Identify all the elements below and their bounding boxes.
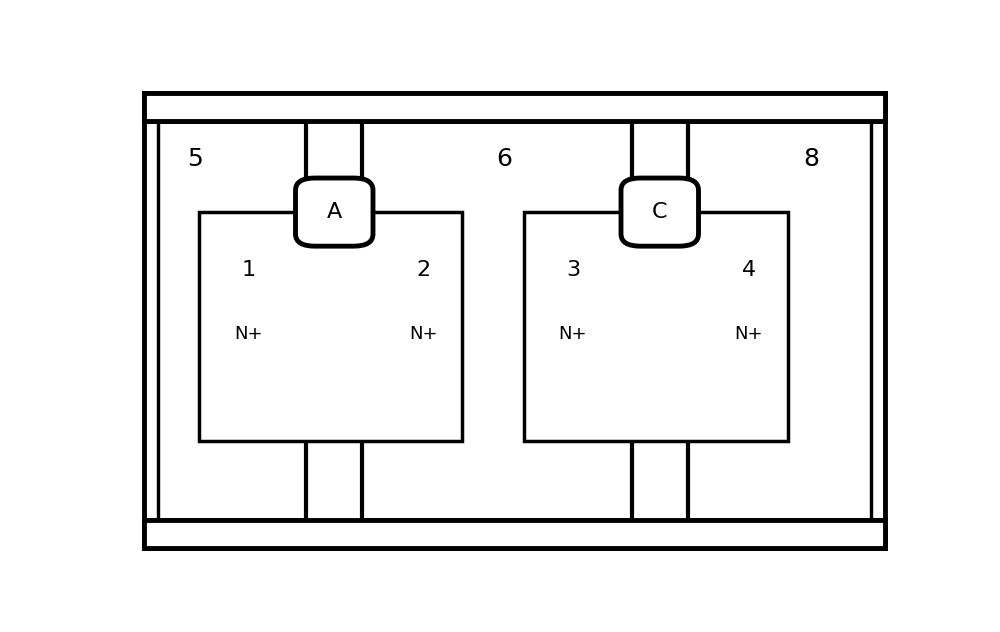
- Bar: [199, 212, 462, 441]
- FancyBboxPatch shape: [296, 178, 373, 246]
- Text: 2: 2: [416, 260, 430, 281]
- Text: 1: 1: [242, 260, 256, 281]
- Bar: [158, 102, 871, 539]
- Bar: [632, 115, 688, 523]
- Text: 4: 4: [742, 260, 756, 281]
- Text: N+: N+: [409, 325, 438, 343]
- Bar: [144, 93, 885, 121]
- Bar: [524, 212, 788, 441]
- Text: C: C: [652, 202, 668, 222]
- Text: 5: 5: [187, 147, 203, 171]
- Text: 8: 8: [803, 147, 819, 171]
- Bar: [144, 520, 885, 548]
- Text: A: A: [327, 202, 342, 222]
- Text: N+: N+: [735, 325, 763, 343]
- Bar: [144, 93, 885, 121]
- Text: 6: 6: [497, 147, 513, 171]
- Text: N+: N+: [559, 325, 587, 343]
- Bar: [144, 520, 885, 548]
- Text: N+: N+: [235, 325, 263, 343]
- FancyBboxPatch shape: [621, 178, 698, 246]
- Text: 3: 3: [566, 260, 580, 281]
- Bar: [306, 115, 362, 523]
